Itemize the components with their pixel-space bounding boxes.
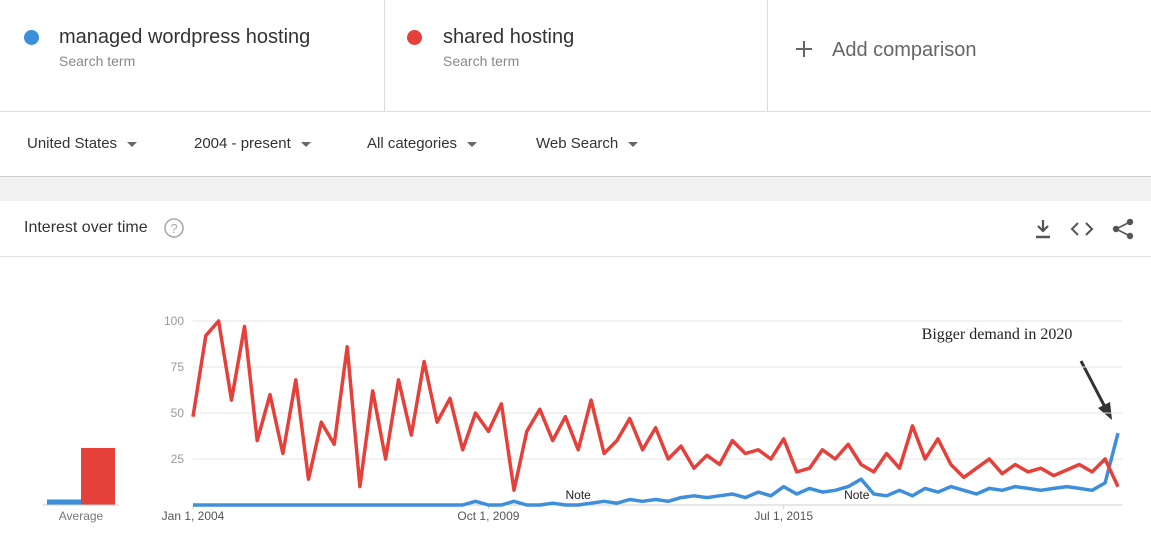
note-label: Note [566,488,592,502]
term-dot [24,30,39,45]
term-sublabel: Search term [59,53,136,69]
share-icon[interactable] [1112,218,1134,240]
filter-label: All categories [367,135,458,152]
series-line [191,319,1120,493]
add-comparison[interactable]: Add comparison [832,39,977,61]
y-tick-label: 25 [171,452,185,466]
panel-title: Interest over time [24,219,148,236]
download-icon[interactable] [1036,220,1050,239]
filter[interactable]: United States [27,135,138,152]
x-tick-label: Oct 1, 2009 [457,509,519,523]
divider [0,256,1151,257]
average-label: Average [59,509,104,523]
note-label: Note [844,488,870,502]
filter[interactable]: All categories [367,135,478,152]
annotation: Bigger demand in 2020 [922,326,1073,343]
average-bar [47,499,81,505]
filter[interactable]: Web Search [536,135,639,152]
separator [0,176,1151,201]
term-sublabel: Search term [443,53,520,69]
embed-icon[interactable] [1070,222,1094,236]
term-dot [407,30,422,45]
filter[interactable]: 2004 - present [194,135,311,152]
x-tick-label: Jul 1, 2015 [754,509,813,523]
plus-icon[interactable] [795,40,813,58]
term-bar: managed wordpress hosting Search term sh… [0,0,1151,112]
divider [767,0,768,111]
filter-label: Web Search [536,135,619,152]
panel-actions [1036,218,1134,240]
series-line [193,432,1120,507]
chart: Bigger demand in 2020 25 50 75 100 Jan 1, 20… [43,314,1122,523]
y-tick-label: 75 [171,360,185,374]
x-tick-label: Jan 1, 2004 [162,509,225,523]
filter-label: United States [27,135,118,152]
y-tick-label: 50 [171,406,185,420]
average-bar [81,447,115,505]
svg-text:?: ? [170,221,177,236]
term-label[interactable]: managed wordpress hosting [59,26,311,48]
y-tick-label: 100 [164,314,184,328]
divider [384,0,385,111]
help-icon[interactable]: ? [163,217,185,239]
term-label[interactable]: shared hosting [443,26,575,48]
filter-label: 2004 - present [194,135,291,152]
